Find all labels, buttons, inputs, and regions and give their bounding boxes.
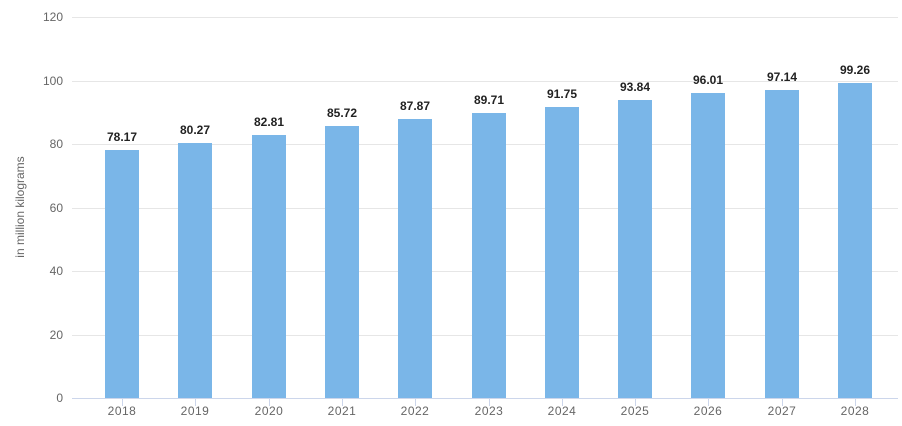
x-tick-label: 2028 bbox=[840, 404, 870, 418]
bar[interactable] bbox=[618, 100, 652, 398]
bar-value-label: 87.87 bbox=[399, 99, 431, 113]
x-tick-mark bbox=[195, 399, 196, 406]
bar[interactable] bbox=[398, 119, 432, 398]
x-tick-mark bbox=[489, 399, 490, 406]
bar[interactable] bbox=[838, 83, 872, 398]
x-tick-label: 2018 bbox=[107, 404, 137, 418]
x-tick-label: 2027 bbox=[767, 404, 797, 418]
x-tick-label: 2019 bbox=[180, 404, 210, 418]
x-tick-mark bbox=[635, 399, 636, 406]
bar-value-label: 89.71 bbox=[473, 93, 505, 107]
bar-value-label: 96.01 bbox=[692, 73, 724, 87]
y-tick-label: 100 bbox=[42, 74, 63, 88]
bar[interactable] bbox=[691, 93, 725, 398]
bar[interactable] bbox=[178, 143, 212, 398]
bar-value-label: 78.17 bbox=[106, 130, 138, 144]
bar[interactable] bbox=[472, 113, 506, 398]
x-tick-mark bbox=[855, 399, 856, 406]
bar-value-label: 93.84 bbox=[619, 80, 651, 94]
y-tick-label: 60 bbox=[49, 201, 63, 215]
x-tick-label: 2023 bbox=[474, 404, 504, 418]
bar-value-label: 99.26 bbox=[839, 63, 871, 77]
bar[interactable] bbox=[325, 126, 359, 398]
x-tick-label: 2026 bbox=[693, 404, 723, 418]
bar-value-label: 80.27 bbox=[179, 123, 211, 137]
bar[interactable] bbox=[105, 150, 139, 398]
y-tick-label: 80 bbox=[49, 137, 63, 151]
y-tick-label: 0 bbox=[56, 391, 63, 405]
bar-value-label: 97.14 bbox=[766, 70, 798, 84]
x-tick-mark bbox=[562, 399, 563, 406]
x-tick-mark bbox=[782, 399, 783, 406]
x-tick-label: 2022 bbox=[400, 404, 430, 418]
x-tick-mark bbox=[415, 399, 416, 406]
bar[interactable] bbox=[545, 107, 579, 398]
bar-value-label: 91.75 bbox=[546, 87, 578, 101]
gridline bbox=[72, 17, 898, 18]
x-tick-label: 2020 bbox=[254, 404, 284, 418]
bar[interactable] bbox=[252, 135, 286, 398]
gridline bbox=[72, 81, 898, 82]
x-tick-mark bbox=[708, 399, 709, 406]
y-tick-label: 120 bbox=[42, 10, 63, 24]
x-tick-label: 2024 bbox=[547, 404, 577, 418]
y-tick-label: 40 bbox=[49, 264, 63, 278]
x-tick-label: 2025 bbox=[620, 404, 650, 418]
y-tick-label: 20 bbox=[49, 328, 63, 342]
x-tick-mark bbox=[122, 399, 123, 406]
x-tick-mark bbox=[269, 399, 270, 406]
bar-value-label: 82.81 bbox=[253, 115, 285, 129]
x-axis-line bbox=[72, 398, 898, 399]
x-tick-label: 2021 bbox=[327, 404, 357, 418]
x-tick-mark bbox=[342, 399, 343, 406]
bar-value-label: 85.72 bbox=[326, 106, 358, 120]
bar[interactable] bbox=[765, 90, 799, 398]
